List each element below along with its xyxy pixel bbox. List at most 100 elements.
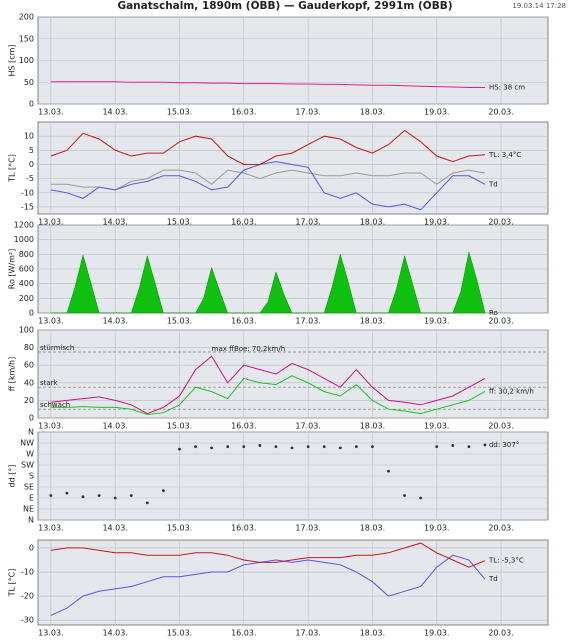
y-tick-label: NW [20, 439, 34, 448]
series-label: TL: 3,4°C [488, 151, 521, 159]
x-tick-label: 20.03. [488, 317, 513, 326]
y-axis-label: Ro [W/m²] [8, 249, 17, 289]
data-point [403, 494, 406, 497]
y-tick-label: 800 [19, 250, 34, 259]
data-point [467, 445, 471, 449]
y-tick-label: 0 [29, 309, 34, 318]
x-tick-label: 14.03. [102, 218, 127, 227]
y-tick-label: 0 [29, 160, 34, 169]
x-tick-label: 18.03. [360, 422, 385, 431]
x-tick-label: 15.03. [167, 108, 192, 117]
y-tick-label: 40 [24, 378, 34, 387]
y-tick-label: 1000 [14, 235, 34, 244]
y-tick-label: 60 [24, 361, 34, 370]
x-tick-label: 14.03. [102, 524, 127, 533]
y-tick-label: S [29, 472, 34, 481]
data-point [274, 445, 278, 449]
y-tick-label: N [28, 516, 34, 525]
x-tick-label: 18.03. [360, 218, 385, 227]
line [50, 81, 485, 88]
data-point [322, 445, 326, 449]
x-tick-label: 16.03. [231, 629, 256, 638]
timestamp: 19.03.14 17:28 [512, 2, 566, 10]
y-tick-label: 0 [29, 414, 34, 423]
x-tick-label: 17.03. [295, 218, 320, 227]
x-tick-label: 18.03. [360, 108, 385, 117]
y-tick-label: -10 [21, 188, 34, 197]
y-tick-label: -5 [26, 174, 34, 183]
x-tick-label: 16.03. [231, 317, 256, 326]
x-tick-label: 19.03. [424, 317, 449, 326]
reference-label: stürmisch [40, 344, 74, 352]
data-point [354, 445, 358, 449]
y-axis-label: TL [°C] [8, 154, 17, 183]
x-tick-label: 16.03. [231, 422, 256, 431]
series-label: Td [488, 575, 498, 583]
x-tick-label: 17.03. [295, 422, 320, 431]
line [50, 355, 486, 415]
y-tick-label: SE [24, 483, 34, 492]
y-axis-label: dd [°] [8, 465, 17, 488]
data-point [226, 445, 230, 449]
x-tick-label: 14.03. [102, 108, 127, 117]
plot-area [37, 539, 549, 626]
data-point [435, 445, 439, 449]
series-label: ff: 30,2 km/h [489, 387, 534, 395]
series-label: Ro [489, 309, 498, 317]
y-tick-label: 80 [24, 343, 34, 352]
x-tick-label: 20.03. [488, 524, 513, 533]
x-tick-label: 17.03. [295, 108, 320, 117]
x-tick-label: 20.03. [488, 422, 513, 431]
y-tick-label: 100 [19, 326, 34, 335]
x-tick-label: 16.03. [231, 218, 256, 227]
y-tick-label: 0 [29, 543, 34, 552]
series-label: dd: 307° [489, 441, 519, 449]
y-tick-label: 0 [29, 100, 34, 109]
x-tick-label: 20.03. [488, 108, 513, 117]
y-tick-label: N [28, 428, 34, 437]
y-tick-label: 200 [19, 294, 34, 303]
x-tick-label: 19.03. [424, 108, 449, 117]
data-point [371, 445, 374, 449]
line [50, 161, 486, 211]
x-tick-label: 18.03. [360, 629, 385, 638]
x-tick-label: 15.03. [167, 629, 192, 638]
data-point [483, 443, 487, 447]
x-tick-label: 13.03. [38, 108, 63, 117]
series-label: Td [488, 180, 498, 188]
x-tick-label: 17.03. [295, 317, 320, 326]
x-tick-label: 16.03. [231, 524, 256, 533]
y-tick-label: 400 [19, 279, 34, 288]
page-title: Ganatschalm, 1890m (ÖBB) — Gauderkopf, 2… [117, 0, 452, 12]
y-tick-label: 200 [19, 13, 34, 22]
line [50, 375, 486, 416]
data-point [81, 495, 85, 499]
line [50, 542, 486, 568]
y-tick-label: 5 [29, 146, 34, 155]
y-tick-label: -30 [21, 616, 34, 625]
y-tick-label: 50 [24, 78, 34, 87]
series-label: HS: 38 cm [489, 83, 525, 91]
data-point [210, 446, 214, 450]
x-tick-label: 14.03. [102, 317, 127, 326]
series-label: TL: -5,3°C [488, 557, 524, 565]
x-tick-label: 15.03. [167, 524, 192, 533]
y-tick-label: -10 [21, 568, 34, 577]
data-point [162, 489, 165, 493]
line [50, 169, 486, 191]
x-tick-label: 20.03. [488, 629, 513, 638]
x-tick-label: 13.03. [38, 218, 63, 227]
area [50, 252, 486, 314]
y-tick-label: -15 [21, 202, 34, 211]
data-point [129, 494, 133, 497]
x-tick-label: 13.03. [38, 317, 63, 326]
y-tick-label: 10 [24, 132, 34, 141]
y-axis-label: HS [cm] [8, 44, 17, 76]
x-tick-label: 14.03. [102, 422, 127, 431]
x-tick-label: 20.03. [488, 218, 513, 227]
x-tick-label: 13.03. [38, 422, 63, 431]
y-axis-label: ff [km/h] [8, 357, 17, 392]
y-tick-label: 20 [24, 396, 34, 405]
x-tick-label: 13.03. [38, 524, 63, 533]
